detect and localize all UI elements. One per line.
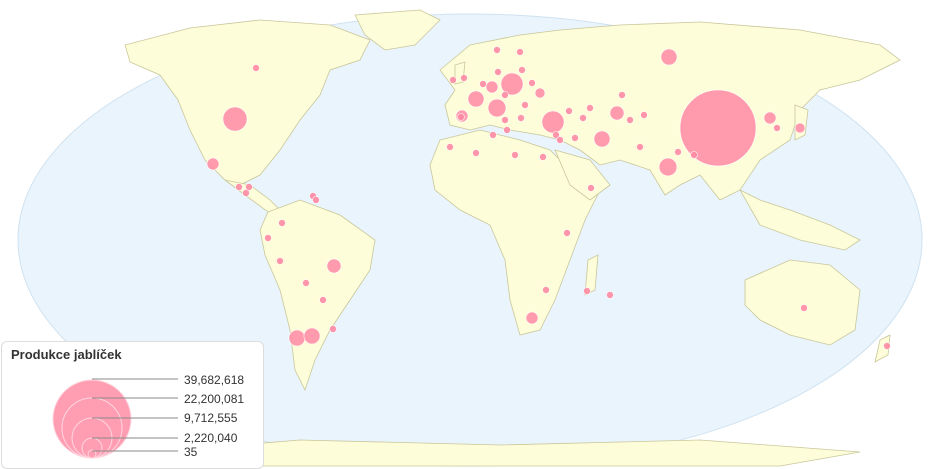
country-bubble[interactable] [276, 257, 284, 265]
country-bubble[interactable] [479, 80, 487, 88]
country-bubble[interactable] [329, 325, 337, 333]
country-bubble[interactable] [493, 46, 501, 54]
country-bubble[interactable] [235, 183, 243, 191]
country-bubble[interactable] [583, 287, 591, 295]
legend: Produkce jablíček 39,682,618 22,200,081 … [1, 341, 264, 469]
country-bubble[interactable] [503, 126, 511, 134]
country-bubble[interactable] [326, 258, 342, 274]
country-bubble[interactable] [467, 90, 485, 108]
country-bubble[interactable] [489, 131, 497, 139]
country-bubble[interactable] [302, 279, 310, 287]
country-bubble[interactable] [494, 68, 502, 76]
country-bubble[interactable] [460, 74, 468, 82]
legend-bubble-5 [87, 449, 97, 459]
country-bubble[interactable] [252, 64, 260, 72]
country-bubble[interactable] [586, 104, 594, 112]
country-bubble[interactable] [542, 286, 550, 294]
country-bubble[interactable] [690, 151, 698, 159]
country-bubble[interactable] [794, 122, 806, 134]
country-bubble[interactable] [278, 219, 286, 227]
new-zealand [874, 334, 891, 363]
country-bubble[interactable] [563, 229, 571, 237]
country-bubble[interactable] [552, 131, 560, 139]
europe-asia [439, 21, 901, 201]
country-bubble[interactable] [449, 76, 457, 84]
country-bubble[interactable] [640, 111, 648, 119]
country-bubble[interactable] [446, 143, 454, 151]
country-bubble[interactable] [303, 327, 321, 345]
country-bubble[interactable] [679, 89, 757, 167]
country-bubble[interactable] [485, 80, 499, 94]
country-bubble[interactable] [606, 291, 614, 299]
southeast-asia [738, 189, 861, 251]
antarctica [119, 439, 861, 467]
land-masses [119, 9, 901, 467]
legend-label-4: 2,220,040 [184, 431, 238, 445]
country-bubble[interactable] [626, 116, 634, 124]
country-bubble[interactable] [222, 106, 248, 132]
country-bubble[interactable] [245, 183, 253, 191]
north-america [124, 19, 371, 186]
legend-label-3: 9,712,555 [184, 411, 238, 425]
africa [429, 129, 601, 336]
country-bubble[interactable] [539, 153, 547, 161]
south-america [259, 199, 376, 392]
country-bubble[interactable] [556, 136, 564, 144]
country-bubble[interactable] [571, 134, 579, 142]
legend-title: Produkce jablíček [11, 347, 122, 362]
country-bubble[interactable] [472, 149, 480, 157]
country-bubble[interactable] [534, 87, 546, 99]
legend-label-5: 35 [184, 445, 198, 459]
country-bubble[interactable] [517, 114, 525, 122]
legend-label-1: 39,682,618 [184, 373, 245, 387]
bubble-layer [206, 46, 891, 350]
country-bubble[interactable] [565, 107, 573, 115]
country-bubble[interactable] [487, 98, 507, 118]
country-bubble[interactable] [206, 157, 220, 171]
country-bubble[interactable] [593, 130, 611, 148]
country-bubble[interactable] [319, 296, 327, 304]
country-bubble[interactable] [773, 124, 781, 132]
country-bubble[interactable] [500, 72, 524, 96]
legend-bubbles [52, 378, 178, 459]
arabia [554, 149, 611, 201]
country-bubble[interactable] [516, 48, 524, 56]
country-bubble[interactable] [501, 116, 509, 124]
country-bubble[interactable] [800, 304, 808, 312]
australia [744, 259, 861, 346]
madagascar [584, 254, 599, 296]
country-bubble[interactable] [501, 91, 509, 99]
country-bubble[interactable] [528, 79, 536, 87]
country-bubble[interactable] [525, 311, 539, 325]
country-bubble[interactable] [511, 151, 519, 159]
country-bubble[interactable] [521, 101, 529, 109]
country-bubble[interactable] [660, 48, 678, 66]
country-bubble[interactable] [763, 111, 777, 125]
greenland [354, 9, 441, 51]
country-bubble[interactable] [457, 113, 465, 121]
country-bubble[interactable] [518, 66, 526, 74]
country-bubble[interactable] [883, 342, 891, 350]
country-bubble[interactable] [674, 148, 682, 156]
country-bubble[interactable] [264, 234, 272, 242]
country-bubble[interactable] [609, 105, 625, 121]
country-bubble[interactable] [579, 114, 587, 122]
country-bubble[interactable] [618, 91, 626, 99]
country-bubble[interactable] [312, 196, 320, 204]
country-bubble[interactable] [587, 184, 595, 192]
country-bubble[interactable] [242, 189, 250, 197]
country-bubble[interactable] [636, 143, 644, 151]
country-bubble[interactable] [288, 329, 306, 347]
country-bubble[interactable] [658, 157, 678, 177]
country-bubble[interactable] [541, 110, 565, 134]
legend-label-2: 22,200,081 [184, 392, 245, 406]
